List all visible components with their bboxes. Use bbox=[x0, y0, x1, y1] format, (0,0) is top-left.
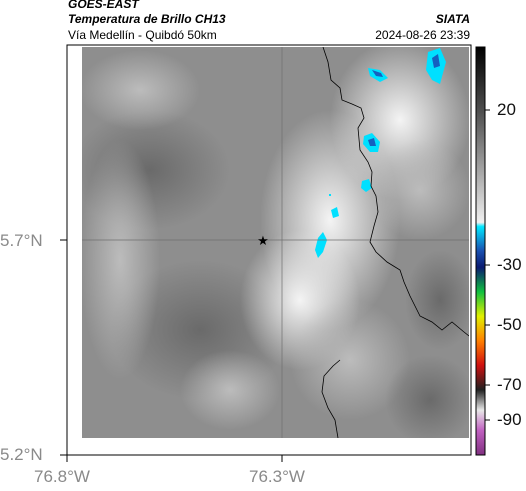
y-tick-label: 5.2°N bbox=[0, 445, 43, 464]
x-tick-label: 76.3°W bbox=[249, 467, 305, 486]
product-title: Temperatura de Brillo CH13 bbox=[68, 12, 226, 26]
colorbar-tick-label: -30 bbox=[497, 255, 522, 274]
x-tick-label: 76.8°W bbox=[34, 467, 90, 486]
colorbar-tick-label: -90 bbox=[497, 410, 522, 429]
colorbar-tick-label: -70 bbox=[497, 375, 522, 394]
region-subtitle: Vía Medellín - Quibdó 50km bbox=[68, 28, 217, 42]
datetime-label: 2024-08-26 23:39 bbox=[375, 28, 470, 42]
star-marker: ★ bbox=[257, 234, 269, 249]
satellite-title: GOES-EAST bbox=[68, 0, 139, 11]
colorbar-tick-label: 20 bbox=[497, 100, 516, 119]
colorbar bbox=[475, 46, 486, 456]
y-tick-label: 5.7°N bbox=[0, 231, 43, 250]
colorbar-tick-label: -50 bbox=[497, 315, 522, 334]
brightness-temperature-imagery bbox=[82, 47, 469, 438]
institution-label: SIATA bbox=[435, 12, 470, 26]
